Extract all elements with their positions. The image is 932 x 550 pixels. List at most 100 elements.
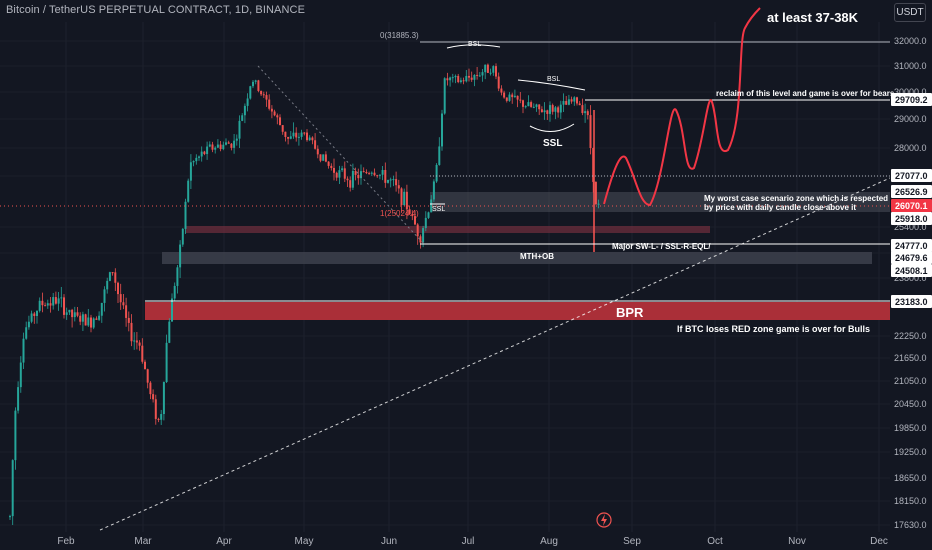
candle-body-193 [530,102,533,107]
candle-body-22 [68,309,71,313]
candle-body-37 [108,272,111,281]
candle-body-197 [540,109,543,113]
candle-body-214 [586,111,589,116]
candle-body-20 [63,297,65,315]
candle-body-125 [346,178,349,181]
price-label-bg-8 [891,295,932,308]
candle-body-190 [522,100,524,107]
price-label-2: 26526.9 [895,187,928,197]
candle-body-206 [565,101,568,105]
candle-body-34 [100,302,103,316]
fib-bottom-label: 1(25024.4) [380,209,419,218]
ssl-mid-label: SSL [543,138,562,149]
candle-body-146 [403,191,406,206]
y-tick-3: 29000.0 [894,114,927,124]
candle-body-198 [543,110,546,113]
candle-body-89 [249,86,252,99]
candle-body-82 [230,143,233,148]
candle-body-10 [36,310,38,316]
candle-body-5 [22,338,25,363]
candle-body-134 [370,172,373,174]
candle-body-45 [130,322,133,342]
price-label-3: 26070.1 [895,201,928,211]
candle-body-60 [171,298,173,322]
candle-body-158 [435,164,438,182]
price-label-bg-7 [891,264,932,277]
bpr-label: BPR [616,305,644,320]
candle-body-81 [227,142,230,144]
candle-body-208 [570,99,573,102]
candle-body-175 [481,72,484,76]
candle-body-7 [27,321,30,328]
candle-body-83 [233,140,236,148]
ssl-mid-curve [529,123,575,132]
x-tick-dec: Dec [870,536,888,547]
candle-body-184 [505,97,508,101]
candle-body-18 [57,298,60,304]
candle-body-29 [87,317,90,326]
candle-body-108 [300,132,303,137]
candle-body-150 [414,216,416,225]
price-label-5: 24777.0 [895,241,928,251]
y-tick-14: 19250.0 [894,447,927,457]
bsl-mid-label: BSL [547,76,560,83]
x-tick-jul: Jul [462,536,475,547]
candle-body-64 [181,228,184,245]
red-zone-note: If BTC loses RED zone game is over for B… [677,324,870,334]
candle-body-19 [60,297,63,299]
candle-body-172 [473,74,476,80]
candle-body-56 [160,414,163,420]
candle-body-31 [92,318,95,328]
price-label-0: 29709.2 [895,95,928,105]
currency-unit-button[interactable]: USDT [894,3,926,22]
bpr-zone [145,302,890,320]
candle-body-25 [76,312,79,316]
candle-body-118 [327,161,330,166]
candle-body-117 [324,154,327,162]
candle-body-176 [484,64,487,73]
price-label-6: 24679.6 [895,253,928,263]
candle-body-187 [513,95,516,98]
candle-body-113 [314,140,317,149]
mth-ob-label: MTH+OB [520,252,554,261]
candle-body-147 [405,191,408,210]
price-label-4: 25918.0 [895,214,928,224]
candle-body-185 [508,94,511,101]
candle-body-65 [184,201,187,229]
candle-body-54 [154,399,157,419]
candle-body-94 [262,94,265,96]
candle-body-68 [192,161,195,163]
x-tick-mar: Mar [134,536,152,547]
candle-body-98 [273,111,276,116]
candle-body-213 [584,111,587,114]
candle-body-200 [549,105,551,114]
candle-body-138 [381,169,384,175]
y-tick-16: 18150.0 [894,496,927,506]
candle-body-32 [95,318,98,320]
y-tick-1: 31000.0 [894,61,927,71]
x-tick-aug: Aug [540,536,558,547]
price-label-bg-3 [891,199,932,212]
candle-body-13 [44,305,47,307]
y-tick-11: 21050.0 [894,376,927,386]
projected-path [603,7,761,207]
candle-body-179 [492,66,495,73]
candle-body-202 [554,107,557,112]
candle-body-157 [432,181,435,200]
candle-body-101 [281,125,284,132]
candle-body-161 [443,78,446,114]
candle-body-80 [225,142,227,145]
candle-body-195 [535,104,538,107]
lightning-icon-bolt [601,514,607,526]
candle-body-204 [559,104,562,113]
candle-body-207 [567,99,570,105]
candle-body-209 [573,97,576,102]
candle-body-121 [335,172,338,178]
candle-body-99 [276,115,279,118]
y-tick-6: 25400.0 [894,222,927,232]
candle-body-149 [411,214,414,217]
candle-body-191 [524,106,527,108]
x-tick-may: May [295,536,314,547]
price-label-bg-4 [891,212,932,225]
